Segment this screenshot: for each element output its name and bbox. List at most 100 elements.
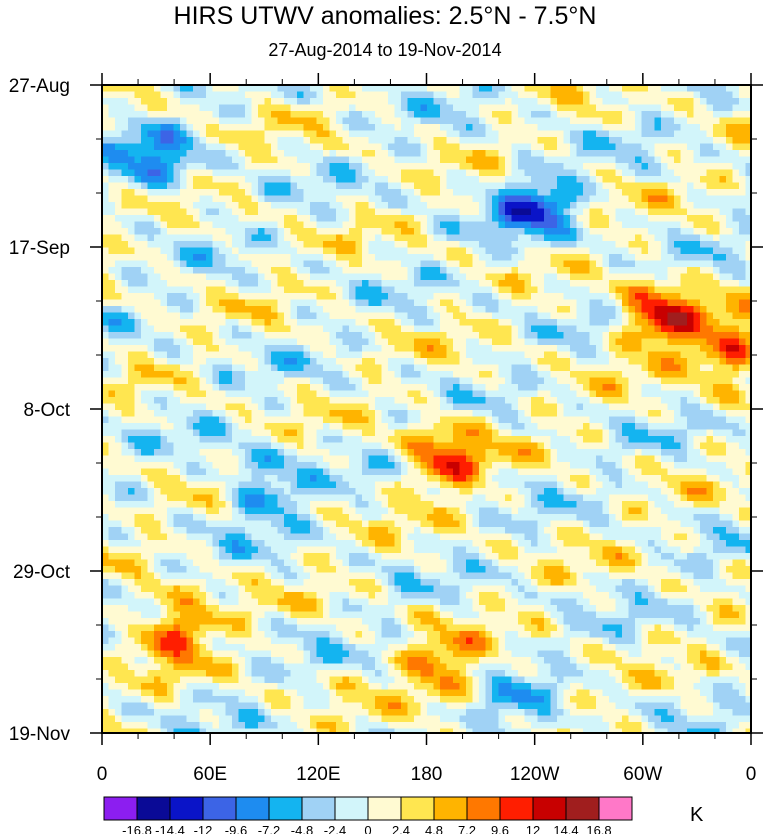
field-cell [700, 260, 708, 268]
field-cell [264, 156, 272, 164]
field-cell [232, 306, 240, 314]
field-cell [680, 130, 688, 138]
field-cell [674, 176, 682, 184]
field-cell [271, 182, 279, 190]
field-cell [479, 306, 487, 314]
field-cell [453, 137, 461, 145]
field-cell [134, 267, 142, 275]
field-cell [316, 384, 324, 392]
field-cell [505, 358, 513, 366]
field-cell [641, 397, 649, 405]
field-cell [557, 215, 565, 223]
field-cell [375, 371, 383, 379]
field-cell [615, 143, 623, 151]
field-cell [680, 345, 688, 353]
field-cell [180, 91, 188, 99]
field-cell [596, 208, 604, 216]
field-cell [557, 332, 565, 340]
field-cell [511, 338, 519, 346]
field-cell [225, 208, 233, 216]
field-cell [316, 260, 324, 268]
field-cell [661, 371, 669, 379]
field-cell [732, 371, 740, 379]
field-cell [661, 208, 669, 216]
field-cell [277, 312, 285, 320]
field-cell [570, 247, 578, 255]
field-cell [368, 234, 376, 242]
field-cell [420, 182, 428, 190]
field-cell [388, 221, 396, 229]
field-cell [654, 397, 662, 405]
field-cell [700, 338, 708, 346]
field-cell [700, 124, 708, 132]
field-cell [258, 358, 266, 366]
field-cell [414, 397, 422, 405]
field-cell [310, 195, 318, 203]
field-cell [381, 390, 389, 398]
field-cell [401, 117, 409, 125]
field-cell [524, 267, 532, 275]
field-cell [433, 215, 441, 223]
field-cell [329, 280, 337, 288]
field-cell [687, 397, 695, 405]
field-cell [667, 247, 675, 255]
field-cell [732, 150, 740, 158]
field-cell [466, 377, 474, 385]
field-cell [128, 117, 136, 125]
field-cell [680, 293, 688, 301]
field-cell [446, 384, 454, 392]
field-cell [485, 332, 493, 340]
field-cell [199, 176, 207, 184]
field-cell [446, 280, 454, 288]
field-cell [667, 254, 675, 262]
field-cell [238, 332, 246, 340]
field-cell [108, 182, 116, 190]
field-cell [206, 254, 214, 262]
field-cell [141, 260, 149, 268]
field-cell [531, 117, 539, 125]
field-cell [420, 403, 428, 411]
field-cell [154, 111, 162, 119]
field-cell [271, 254, 279, 262]
field-cell [635, 286, 643, 294]
field-cell [368, 384, 376, 392]
field-cell [368, 345, 376, 353]
field-cell [381, 403, 389, 411]
field-cell [550, 325, 558, 333]
field-cell [537, 254, 545, 262]
field-cell [453, 117, 461, 125]
field-cell [193, 364, 201, 372]
field-cell [680, 228, 688, 236]
field-cell [511, 377, 519, 385]
field-cell [511, 364, 519, 372]
field-cell [713, 104, 721, 112]
field-cell [726, 163, 734, 171]
field-cell [654, 241, 662, 249]
field-cell [745, 156, 751, 164]
field-cell [615, 299, 623, 307]
field-cell [108, 273, 116, 281]
field-cell [238, 163, 246, 171]
field-cell [206, 247, 214, 255]
field-cell [368, 150, 376, 158]
field-cell [225, 306, 233, 314]
field-cell [667, 163, 675, 171]
field-cell [349, 280, 357, 288]
field-cell [485, 215, 493, 223]
field-cell [693, 176, 701, 184]
field-cell [173, 176, 181, 184]
field-cell [349, 91, 357, 99]
field-cell [173, 351, 181, 359]
field-cell [141, 299, 149, 307]
field-cell [466, 91, 474, 99]
field-cell [128, 364, 136, 372]
field-cell [258, 351, 266, 359]
field-cell [232, 267, 240, 275]
field-cell [251, 312, 259, 320]
field-cell [258, 163, 266, 171]
field-cell [732, 377, 740, 385]
field-cell [147, 208, 155, 216]
field-cell [238, 390, 246, 398]
field-cell [479, 228, 487, 236]
field-cell [635, 390, 643, 398]
